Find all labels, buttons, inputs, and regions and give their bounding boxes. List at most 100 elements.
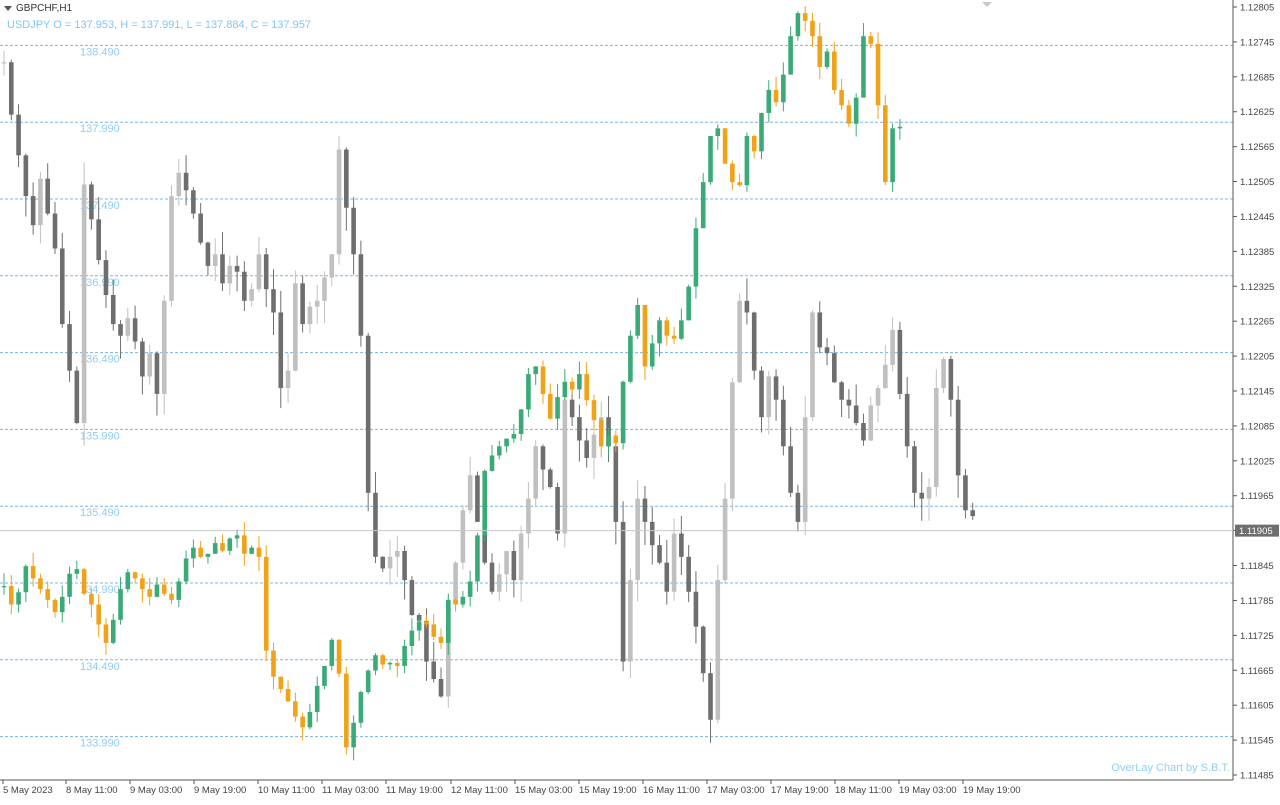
base-candle (220, 232, 225, 291)
base-candle (970, 502, 976, 520)
overlay-candle (751, 134, 757, 159)
base-candle (577, 404, 582, 462)
base-candle (242, 261, 247, 312)
base-candle-body (212, 254, 218, 266)
base-candle (81, 162, 87, 446)
x-tick-label: 15 May 03:00 (515, 785, 573, 796)
chevron-down-icon[interactable] (4, 6, 12, 11)
base-candle (467, 456, 473, 514)
overlay-candle (489, 445, 495, 472)
base-candle-body (176, 172, 182, 197)
y-tick-label: 1.12385 (1240, 247, 1274, 258)
base-candle (955, 386, 961, 498)
overlay-level-label: 135.490 (80, 507, 120, 519)
overlay-candle (759, 112, 764, 160)
base-candle-body (926, 487, 932, 499)
overlay-candle (74, 560, 80, 580)
base-candle (59, 232, 65, 328)
base-candle-body (314, 300, 320, 307)
base-candle-body (766, 376, 772, 418)
base-candle-body (853, 405, 859, 423)
base-candle-body (555, 487, 560, 534)
base-candle (788, 426, 793, 497)
base-candle-body (540, 446, 546, 470)
base-candle (147, 344, 152, 385)
overlay-candle (140, 573, 145, 603)
base-candle (380, 556, 386, 573)
base-candle (154, 351, 160, 416)
base-candle-body (387, 556, 393, 569)
base-candle-body (875, 388, 881, 406)
y-tick-label: 1.11545 (1240, 736, 1274, 747)
base-candle (649, 507, 655, 565)
base-candle-body (526, 498, 531, 534)
shift-marker-icon[interactable] (982, 2, 992, 7)
overlay-candle-body (686, 286, 691, 321)
base-candle-body (628, 580, 633, 662)
base-candle-body (8, 62, 14, 115)
overlay-candle-body (278, 676, 284, 689)
base-candle (781, 385, 786, 456)
overlay-candle-body (198, 547, 203, 557)
base-candle (344, 147, 349, 231)
base-candle-body (431, 661, 437, 679)
overlay-candle-body (336, 639, 342, 674)
overlay-candle-body (103, 624, 109, 643)
base-candle-body (511, 551, 517, 581)
overlay-candle (395, 658, 400, 678)
base-candle (839, 380, 844, 417)
overlay-candle (832, 42, 837, 95)
y-tick-label: 1.12745 (1240, 37, 1274, 48)
base-candle-body (671, 533, 677, 592)
base-candle (730, 377, 735, 511)
base-candle (919, 472, 925, 521)
overlay-candle (285, 680, 291, 703)
x-tick-label: 10 May 11:00 (258, 785, 315, 796)
base-candle-body (89, 184, 94, 220)
base-candle (205, 241, 211, 276)
watermark: OverLay Chart by S.B.T. (1111, 762, 1230, 774)
base-candle (496, 563, 502, 602)
x-tick-label: 8 May 11:00 (66, 785, 118, 796)
overlay-candle-body (147, 589, 152, 597)
base-candle-body (700, 626, 706, 674)
base-candle (191, 187, 196, 219)
base-candle (183, 155, 189, 206)
base-candle-body (744, 300, 750, 313)
base-candle (336, 135, 342, 265)
base-candle (38, 172, 43, 244)
overlay-candle (795, 11, 801, 41)
overlay-candle-body (125, 572, 131, 590)
base-candle-body (351, 207, 356, 255)
base-candle (613, 435, 619, 545)
base-candle-body (970, 510, 976, 517)
overlay-candle-body (74, 569, 80, 574)
overlay-candle-body (715, 128, 721, 137)
base-candle-body (1, 62, 7, 64)
base-candle-body (59, 248, 65, 325)
overlay-candle (365, 669, 371, 695)
base-candle (74, 366, 80, 425)
overlay-candle (59, 585, 65, 623)
base-candle-body (293, 283, 298, 371)
base-candle (912, 440, 917, 508)
overlay-candle-body (890, 128, 895, 183)
overlay-candle (147, 577, 152, 606)
base-candle-body (759, 370, 764, 418)
base-candle (489, 553, 495, 595)
x-tick-label: 18 May 11:00 (835, 785, 892, 796)
overlay-candle-body (431, 624, 437, 637)
base-candle-body (271, 289, 276, 313)
base-candle-body (963, 475, 968, 511)
base-candle-body (23, 155, 29, 197)
overlay-candle-body (730, 163, 735, 183)
overlay-candle-body (373, 655, 378, 671)
x-tick-label: 15 May 19:00 (579, 785, 637, 796)
overlay-candle-body (533, 366, 539, 375)
overlay-candle-body (635, 304, 640, 336)
base-candle (169, 185, 174, 307)
symbol-title[interactable]: GBPCHF,H1 (4, 3, 72, 14)
overlay-ohlc-info: USDJPY O = 137.953, H = 137.991, L = 137… (7, 19, 311, 31)
